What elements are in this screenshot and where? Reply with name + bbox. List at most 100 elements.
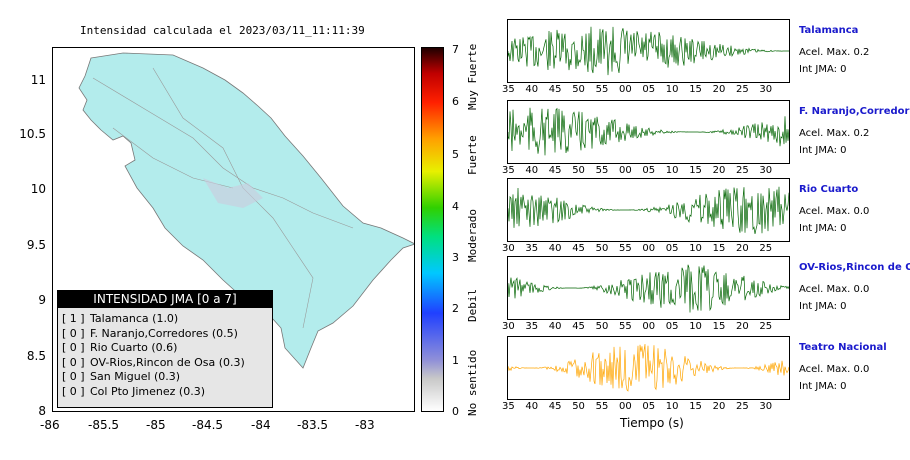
waveform-tick: 40	[525, 84, 539, 95]
waveform-tick: 05	[665, 321, 679, 332]
waveform-tick: 10	[665, 84, 679, 95]
legend-header: INTENSIDAD JMA [0 a 7]	[58, 291, 272, 308]
waveform-tick: 45	[572, 321, 585, 332]
legend-item: [ 1 ] Talamanca (1.0)	[62, 312, 179, 325]
waveform-trace	[508, 264, 789, 313]
waveform-tick: 25	[759, 321, 773, 332]
waveform-trace	[508, 26, 789, 76]
map-xtick: -85.5	[88, 418, 120, 432]
waveform-tick: 40	[548, 321, 562, 332]
colorbar-word: Moderado	[466, 209, 479, 262]
intensity-legend: INTENSIDAD JMA [0 a 7] [ 1 ] Talamanca (1…	[57, 290, 273, 408]
waveform-tick: 50	[572, 165, 585, 176]
colorbar-word: No sentido	[466, 349, 479, 416]
colorbar-number: 2	[452, 302, 459, 315]
map-xtick: -84	[251, 418, 271, 432]
legend-item: [ 0 ] F. Naranjo,Corredores (0.5)	[62, 326, 238, 340]
waveform-tick: 00	[642, 321, 656, 332]
legend-item: [ 0 ] San Miguel (0.3)	[62, 370, 181, 383]
station-accel: Acel. Max. 0.0	[799, 206, 870, 217]
legend-item: [ 0 ] OV-Rios,Rincon de Osa (0.3)	[62, 355, 245, 369]
waveform-panel	[507, 336, 790, 400]
waveform-tick: 45	[572, 243, 585, 254]
waveform-trace	[508, 343, 789, 392]
station-name: Talamanca	[799, 25, 859, 36]
waveform-tick: 25	[736, 401, 749, 412]
waveform-tick: 35	[502, 165, 515, 176]
map-ytick: 9.5	[26, 238, 46, 252]
waveform-tick: 30	[759, 84, 773, 95]
waveform-panel	[507, 19, 790, 83]
waveform-tick: 00	[642, 243, 656, 254]
waveform-tick: 10	[689, 321, 702, 332]
waveform-tick: 05	[642, 401, 656, 412]
station-accel: Acel. Max. 0.2	[799, 128, 870, 139]
colorbar-number: 0	[452, 405, 459, 418]
station-name: OV-Rios,Rincon de Osa	[799, 262, 910, 273]
waveform-tick: 35	[525, 243, 539, 254]
waveform-panel	[507, 100, 790, 164]
waveform-tick: 30	[759, 401, 773, 412]
waveform-tick: 30	[759, 165, 773, 176]
waveform-tick: 20	[712, 165, 726, 176]
waveform-tick: 25	[736, 165, 749, 176]
waveform-tick: 20	[712, 401, 726, 412]
station-name: Rio Cuarto	[799, 184, 859, 195]
waveform-tick: 50	[572, 84, 585, 95]
waveform-tick: 50	[572, 401, 585, 412]
legend-item: [ 0 ] Rio Cuarto (0.6)	[62, 341, 178, 354]
waveform-panel	[507, 256, 790, 320]
colorbar-number: 4	[452, 200, 459, 213]
waveform-tick: 55	[619, 243, 632, 254]
legend-item: [ 0 ] Col Pto Jimenez (0.3)	[62, 384, 206, 398]
map-xtick: -83.5	[297, 418, 329, 432]
map-xtick: -85	[146, 418, 166, 432]
intensity-colorbar	[421, 47, 444, 412]
waveform-tick: 20	[736, 321, 749, 332]
waveform-tick: 35	[525, 321, 539, 332]
waveform-tick: 00	[619, 401, 632, 412]
colorbar-number: 3	[452, 251, 459, 264]
map-ytick: 8.5	[26, 349, 46, 363]
colorbar-number: 1	[452, 354, 459, 367]
waveform-tick: 15	[689, 165, 702, 176]
waveform-tick: 55	[595, 401, 609, 412]
colorbar-word: Debil	[466, 288, 479, 322]
waveform-tick: 05	[665, 243, 679, 254]
waveform-tick: 50	[595, 321, 609, 332]
waveform-tick: 20	[736, 243, 749, 254]
waveform-tick: 30	[502, 321, 515, 332]
station-jma: Int JMA: 0	[799, 301, 847, 312]
waveform-panel	[507, 178, 790, 242]
map-ytick: 8	[38, 404, 46, 418]
colorbar-number: 6	[452, 95, 459, 108]
waveform-tick: 15	[712, 243, 726, 254]
colorbar-number: 5	[452, 148, 459, 161]
waveform-tick: 40	[525, 401, 539, 412]
map-title: Intensidad calculada el 2023/03/11_11:11…	[80, 24, 365, 37]
waveform-tick: 00	[619, 84, 632, 95]
waveform-tick: 10	[689, 243, 702, 254]
waveform-tick: 55	[595, 84, 609, 95]
station-jma: Int JMA: 0	[799, 64, 847, 75]
waveform-tick: 15	[689, 84, 702, 95]
waveform-tick: 00	[619, 165, 632, 176]
map-xtick: -84.5	[192, 418, 224, 432]
waveform-tick: 15	[712, 321, 726, 332]
map-xtick: -83	[355, 418, 375, 432]
colorbar-word: Muy Fuerte	[466, 43, 479, 110]
waveform-tick: 30	[502, 243, 515, 254]
waveform-tick: 10	[665, 401, 679, 412]
station-jma: Int JMA: 0	[799, 381, 847, 392]
station-accel: Acel. Max. 0.0	[799, 364, 870, 375]
waveform-trace	[508, 107, 789, 156]
waveform-tick: 05	[642, 165, 656, 176]
colorbar-word: Fuerte	[466, 135, 479, 175]
map-ytick: 11	[30, 73, 46, 87]
station-accel: Acel. Max. 0.0	[799, 284, 870, 295]
station-jma: Int JMA: 0	[799, 223, 847, 234]
station-accel: Acel. Max. 0.2	[799, 47, 870, 58]
waveform-tick: 55	[595, 165, 609, 176]
waveform-tick: 25	[736, 84, 749, 95]
waveform-tick: 45	[548, 84, 562, 95]
